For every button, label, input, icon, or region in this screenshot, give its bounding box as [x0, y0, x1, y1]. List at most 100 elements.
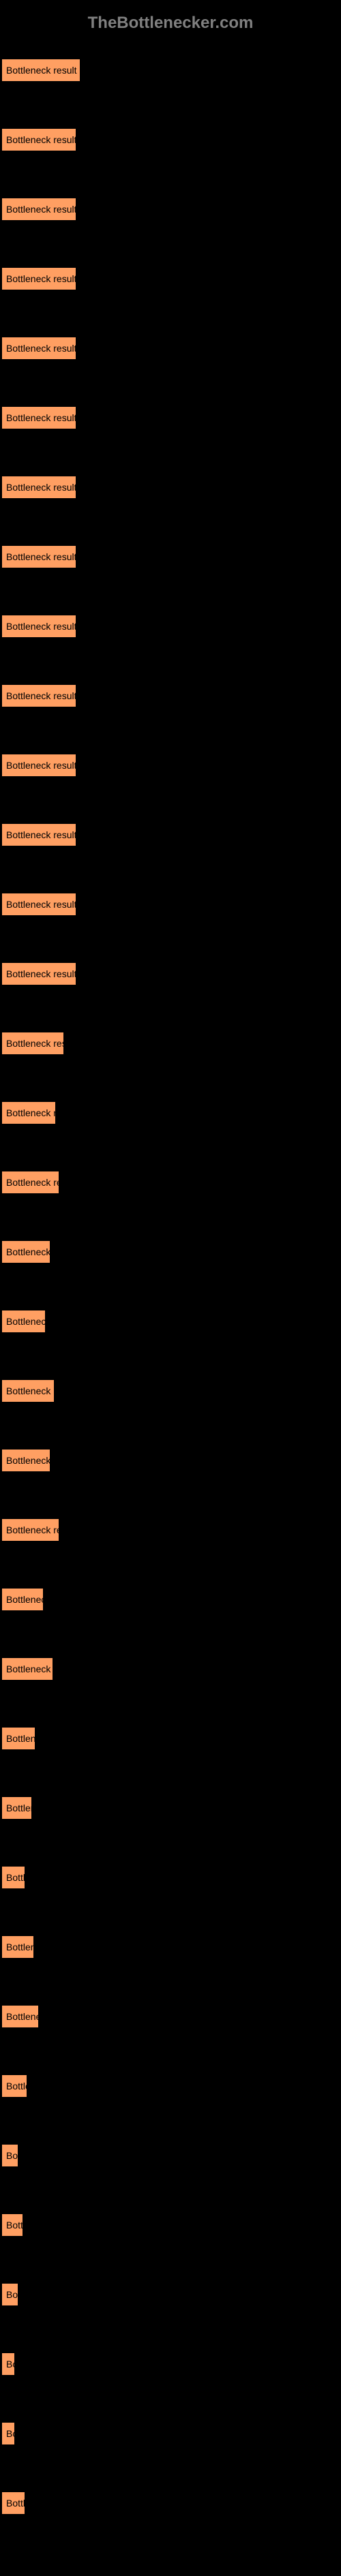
chart-container: Bottleneck result Bottleneck result Bottle… [0, 46, 341, 2515]
result-bar: Bottleneck result [1, 2422, 15, 2445]
bar-row: Bottleneck result [1, 602, 334, 638]
bar-label: Bottleneck result [6, 273, 76, 284]
bar-top-label [1, 324, 334, 334]
bar-top-label [1, 2201, 334, 2211]
result-bar: Bottleneck result [1, 545, 76, 568]
bar-row: Bottleneck result [1, 1715, 334, 1750]
bar-label: Bottleneck result [6, 2150, 18, 2161]
bar-top-label [1, 2271, 334, 2280]
bar-row: Bottleneck result [1, 1437, 334, 1472]
bar-row: Bottleneck result [1, 1506, 334, 1542]
result-bar: Bottleneck result [1, 754, 76, 777]
bar-top-label [1, 1298, 334, 1307]
bar-top-label [1, 1506, 334, 1516]
bar-label: Bottleneck result [6, 1107, 56, 1118]
bar-top-label [1, 1089, 334, 1099]
bar-label: Bottleneck result [6, 1385, 55, 1396]
bar-top-label [1, 2410, 334, 2419]
bar-row: Bottleneck result [1, 1019, 334, 1055]
bar-top-label [1, 255, 334, 264]
bar-row: Bottleneck result [1, 2132, 334, 2167]
bar-label: Bottleneck result [6, 1872, 25, 1883]
result-bar: Bottleneck result [1, 1379, 55, 1402]
bar-row: Bottleneck result [1, 2201, 334, 2237]
bar-label: Bottleneck result [6, 1455, 50, 1466]
bar-row: Bottleneck result [1, 533, 334, 568]
bar-top-label [1, 880, 334, 890]
result-bar: Bottleneck result [1, 2283, 18, 2306]
bar-label: Bottleneck result [6, 690, 76, 701]
bar-top-label [1, 1645, 334, 1655]
bar-top-label [1, 463, 334, 473]
bar-top-label [1, 1993, 334, 2002]
bar-row: Bottleneck result [1, 1228, 334, 1263]
bar-row: Bottleneck result [1, 1159, 334, 1194]
bar-row: Bottleneck result [1, 324, 334, 360]
bar-row: Bottleneck result [1, 2062, 334, 2098]
bar-top-label [1, 394, 334, 403]
bar-top-label [1, 185, 334, 195]
bar-label: Bottleneck result [6, 1524, 59, 1535]
result-bar: Bottleneck result [1, 1518, 59, 1542]
bar-label: Bottleneck result [6, 343, 76, 354]
bar-top-label [1, 46, 334, 56]
result-bar: Bottleneck result [1, 1240, 50, 1263]
bar-label: Bottleneck result [6, 899, 76, 910]
bar-top-label [1, 602, 334, 612]
result-bar: Bottleneck result [1, 893, 76, 916]
bar-row: Bottleneck result [1, 1298, 334, 1333]
bar-top-label [1, 811, 334, 821]
bar-top-label [1, 1923, 334, 1933]
bar-row: Bottleneck result [1, 463, 334, 499]
result-bar: Bottleneck result [1, 337, 76, 360]
result-bar: Bottleneck result [1, 1935, 34, 1959]
bar-label: Bottleneck result [6, 1663, 53, 1674]
bar-top-label [1, 950, 334, 960]
bar-label: Bottleneck result [6, 1177, 59, 1188]
bar-row: Bottleneck result [1, 741, 334, 777]
bar-row: Bottleneck result [1, 116, 334, 151]
bar-row: Bottleneck result [1, 950, 334, 985]
bar-top-label [1, 1854, 334, 1863]
result-bar: Bottleneck result [1, 2213, 23, 2237]
bar-label: Bottleneck result [6, 829, 76, 840]
bar-label: Bottleneck result [6, 1803, 32, 1813]
result-bar: Bottleneck result [1, 59, 80, 82]
bar-row: Bottleneck result [1, 880, 334, 916]
bar-label: Bottleneck result [6, 1733, 35, 1744]
bar-row: Bottleneck result [1, 1923, 334, 1959]
result-bar: Bottleneck result [1, 267, 76, 290]
bar-row: Bottleneck result [1, 2271, 334, 2306]
bar-label: Bottleneck result [6, 621, 76, 632]
result-bar: Bottleneck result [1, 198, 76, 221]
result-bar: Bottleneck result [1, 128, 76, 151]
result-bar: Bottleneck result [1, 1588, 44, 1611]
bar-top-label [1, 116, 334, 125]
bar-label: Bottleneck result [6, 1038, 64, 1049]
bar-label: Bottleneck result [6, 412, 76, 423]
bar-label: Bottleneck result [6, 482, 76, 493]
bar-label: Bottleneck result [6, 1316, 46, 1327]
result-bar: Bottleneck result [1, 1796, 32, 1820]
bar-row: Bottleneck result [1, 672, 334, 707]
bar-top-label [1, 1437, 334, 1446]
bar-top-label [1, 1367, 334, 1377]
bar-row: Bottleneck result [1, 1784, 334, 1820]
result-bar: Bottleneck result [1, 476, 76, 499]
result-bar: Bottleneck result [1, 1449, 50, 1472]
bar-label: Bottleneck result [6, 1246, 50, 1257]
result-bar: Bottleneck result [1, 615, 76, 638]
result-bar: Bottleneck result [1, 823, 76, 846]
bar-row: Bottleneck result [1, 1993, 334, 2028]
bar-row: Bottleneck result [1, 46, 334, 82]
result-bar: Bottleneck result [1, 1657, 53, 1681]
result-bar: Bottleneck result [1, 1310, 46, 1333]
result-bar: Bottleneck result [1, 1866, 25, 1889]
bar-label: Bottleneck result [6, 2289, 18, 2300]
bar-top-label [1, 533, 334, 542]
bar-top-label [1, 2340, 334, 2350]
bar-label: Bottleneck result [6, 2220, 23, 2230]
bar-top-label [1, 2062, 334, 2072]
bar-label: Bottleneck result [6, 2359, 15, 2370]
watermark-text: TheBottlenecker.com [0, 14, 341, 33]
